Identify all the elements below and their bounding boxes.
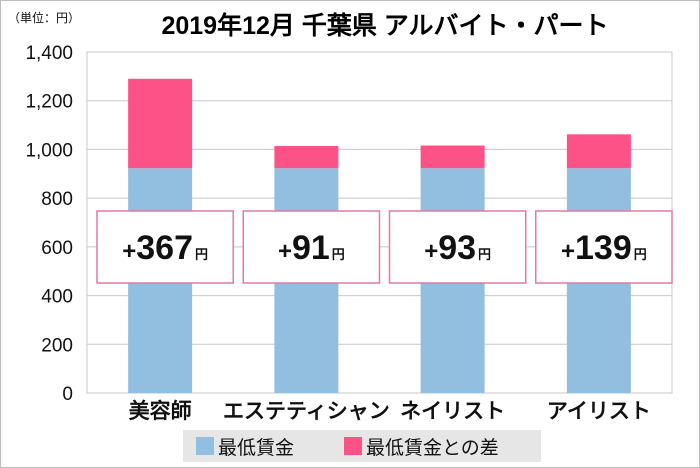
callout-text: +93 円 <box>424 229 491 267</box>
callout-value: 139 <box>575 229 632 267</box>
y-tick-label: 400 <box>41 287 73 308</box>
difference-callout: +91 円 <box>242 210 381 284</box>
x-category-label: アイリスト <box>547 400 651 423</box>
y-tick-label: 1,200 <box>25 92 73 113</box>
callout-plus: + <box>424 238 438 265</box>
callout-plus: + <box>122 238 136 265</box>
y-tick-label: 800 <box>41 189 73 210</box>
bar-difference <box>128 78 193 169</box>
callout-text: +139 円 <box>561 229 647 267</box>
legend-swatch <box>344 437 362 455</box>
callout-unit: 円 <box>332 247 345 262</box>
callout-unit: 円 <box>478 247 491 262</box>
callout-box <box>535 210 673 284</box>
y-tick-label: 0 <box>62 384 73 405</box>
callout-plus: + <box>561 238 575 265</box>
y-tick-label: 200 <box>41 335 73 356</box>
x-category-label: ネイリスト <box>400 400 505 423</box>
bar-difference <box>274 146 339 169</box>
difference-callout: +93 円 <box>388 210 527 284</box>
difference-callout: +139 円 <box>535 210 673 284</box>
callout-box <box>388 210 527 284</box>
chart-title: 2019年12月 千葉県 アルバイト・パート <box>161 11 608 40</box>
bar-difference <box>420 145 485 169</box>
y-tick-label: 1,000 <box>25 140 73 161</box>
x-category-label: 美容師 <box>129 399 192 423</box>
callout-plus: + <box>278 238 292 265</box>
y-tick-label: 600 <box>41 238 73 259</box>
legend-label: 最低賃金 <box>218 437 294 459</box>
callout-value: 91 <box>292 229 330 267</box>
callout-value: 93 <box>438 229 476 267</box>
callout-unit: 円 <box>634 247 647 262</box>
callout-text: +367 円 <box>122 229 208 267</box>
difference-callout: +367 円 <box>96 210 234 284</box>
callout-box <box>242 210 381 284</box>
bar-difference <box>566 134 631 169</box>
callout-text: +91 円 <box>278 229 345 267</box>
legend-swatch <box>196 437 214 455</box>
callout-box <box>96 210 234 284</box>
legend: 最低賃金 最低賃金との差 <box>183 430 541 462</box>
callout-value: 367 <box>136 229 193 267</box>
x-category-label: エステティシャン <box>223 400 390 423</box>
unit-label: （単位：円） <box>8 10 80 25</box>
legend-label: 最低賃金との差 <box>366 437 499 459</box>
callout-unit: 円 <box>195 247 208 262</box>
y-tick-label: 1,400 <box>25 43 73 64</box>
